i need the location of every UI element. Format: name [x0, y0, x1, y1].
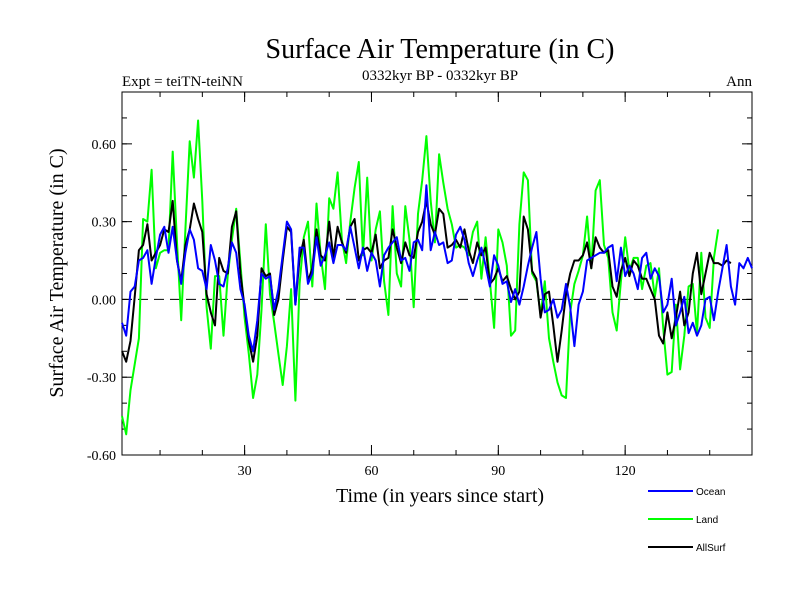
x-tick-label: 30	[238, 464, 252, 479]
y-tick-label: 0.60	[92, 138, 117, 153]
legend-label-ocean: Ocean	[696, 487, 725, 498]
series-line-ocean	[121, 184, 753, 353]
legend-label-allsurf: AllSurf	[696, 543, 726, 554]
series-group	[121, 119, 753, 436]
x-tick-label: 60	[364, 464, 378, 479]
experiment-label: Expt = teiTN-teiNN	[122, 74, 243, 90]
period-label: 0332kyr BP - 0332kyr BP	[362, 68, 518, 84]
series-line-land	[121, 119, 720, 436]
legend-label-land: Land	[696, 515, 718, 526]
series-line-allsurf	[121, 199, 732, 363]
y-tick-label: -0.30	[87, 371, 116, 386]
x-tick-label: 120	[615, 464, 636, 479]
x-tick-label: 90	[491, 464, 505, 479]
chart-title: Surface Air Temperature (in C)	[266, 34, 615, 65]
legend: Ocean Land AllSurf	[648, 487, 726, 554]
season-label: Ann	[726, 74, 752, 90]
axes: -0.60 -0.30 0.00 0.30 0.60 30 60 90 120	[87, 91, 752, 479]
x-axis-label: Time (in years since start)	[336, 485, 544, 507]
y-axis-label: Surface Air Temperature (in C)	[46, 148, 68, 397]
y-tick-label: 0.00	[92, 293, 117, 308]
y-tick-label: 0.30	[92, 216, 117, 231]
y-tick-label: -0.60	[87, 449, 116, 464]
